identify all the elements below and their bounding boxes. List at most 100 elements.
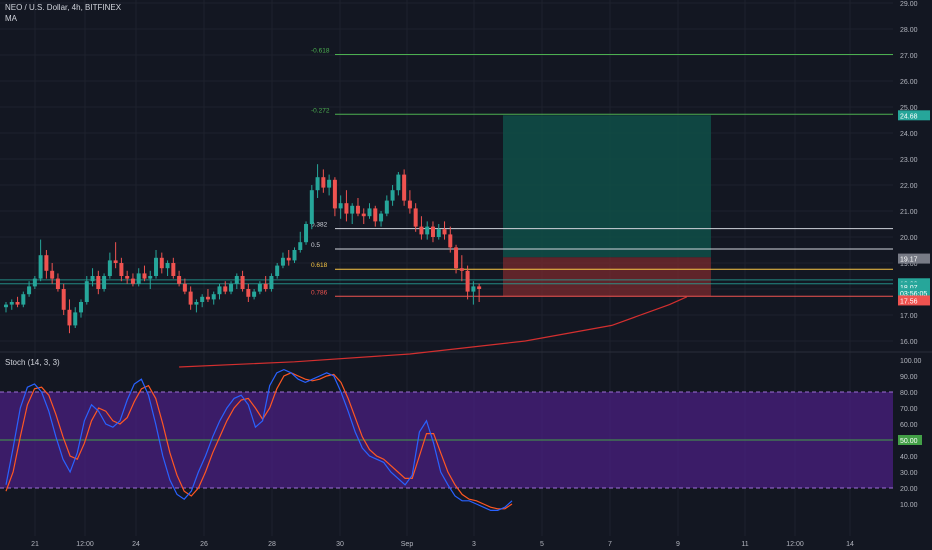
time-tick-label: 11 <box>741 541 748 548</box>
candle-body <box>361 213 366 217</box>
candle-body <box>459 268 464 271</box>
candle-body <box>454 247 459 269</box>
price-tick-label: 21.00 <box>900 209 918 216</box>
stop-zone[interactable] <box>503 257 711 297</box>
stoch-d-line <box>5 372 513 510</box>
stochastic-pane[interactable] <box>0 368 893 511</box>
candle-body <box>142 273 147 279</box>
fib-level-label: 0.5 <box>311 242 320 249</box>
candle-body <box>332 179 337 209</box>
candle-body <box>4 304 8 308</box>
stoch-tick-label: 100.00 <box>900 358 922 365</box>
candle-body <box>84 281 89 302</box>
price-tag-box <box>898 288 930 299</box>
candle-body <box>125 276 130 279</box>
candle-body <box>430 226 435 237</box>
candle-body <box>205 296 210 300</box>
candle-body <box>390 190 395 201</box>
candle-body <box>182 283 187 292</box>
candle-body <box>177 276 182 284</box>
time-tick-label: Sep <box>401 541 414 548</box>
candle-body <box>200 296 205 302</box>
candle-body <box>50 270 55 279</box>
ma-indicator-label[interactable]: MA <box>5 14 17 23</box>
price-tick-label: 16.00 <box>900 339 918 346</box>
candle-body <box>119 263 124 276</box>
candle-body <box>148 276 153 279</box>
candle-body <box>327 179 332 188</box>
candle-body <box>263 283 268 289</box>
time-axis[interactable]: 21 12:00 24 26 28 30 Sep 3 5 7 9 11 12:00 14 <box>31 541 854 548</box>
time-tick-label: 12:00 <box>76 541 94 548</box>
price-tick-label: 23.00 <box>900 157 918 164</box>
candle-body <box>217 286 222 295</box>
candle-body <box>223 286 228 292</box>
time-tick-label: 26 <box>200 541 208 548</box>
stoch-tick-label: 70.00 <box>900 406 918 413</box>
stoch-tick-label: 10.00 <box>900 502 918 509</box>
stoch-axis[interactable]: 100.00 90.00 80.00 70.00 60.00 50.00 40.00 30.0… <box>898 358 922 509</box>
candle-body <box>257 283 262 292</box>
candle-body <box>252 291 257 297</box>
candle-body <box>338 203 343 209</box>
candle-body <box>96 276 101 289</box>
candle-body <box>280 257 285 266</box>
candle-body <box>350 205 355 214</box>
price-tag-label: 17.56 <box>900 298 918 305</box>
candle-body <box>275 265 280 276</box>
candle-body <box>436 229 441 237</box>
candle-body <box>465 270 470 292</box>
time-tick-label: 5 <box>540 541 544 548</box>
candle-body <box>194 302 199 305</box>
price-tag-box <box>898 253 930 264</box>
price-tag-box <box>898 282 930 293</box>
position-zones[interactable] <box>503 115 711 297</box>
price-tag-label: 19.17 <box>900 257 918 264</box>
fib-level-label: 0.786 <box>311 289 328 296</box>
candle-body <box>136 273 141 284</box>
candle-body <box>15 302 20 305</box>
price-tag-box <box>898 295 930 306</box>
candle-body <box>298 242 303 250</box>
candle-body <box>321 177 326 188</box>
target-zone[interactable] <box>503 115 711 258</box>
symbol-title[interactable]: NEO / U.S. Dollar, 4h, BITFINEX <box>5 3 122 12</box>
candle-body <box>246 289 251 297</box>
candle-body <box>402 174 407 201</box>
time-tick-label: 21 <box>31 541 39 548</box>
candle-body <box>159 257 164 269</box>
moving-average <box>179 296 688 368</box>
candle-body <box>61 289 66 310</box>
candle-body <box>188 291 193 305</box>
candle-body <box>419 226 424 235</box>
time-tick-label: 9 <box>676 541 680 548</box>
stoch-tick-label: 90.00 <box>900 374 918 381</box>
price-tick-label: 22.00 <box>900 183 918 190</box>
stoch-indicator-label[interactable]: Stoch (14, 3, 3) <box>5 358 60 367</box>
time-tick-label: 14 <box>846 541 854 548</box>
price-tag-label: 24.68 <box>900 113 918 120</box>
fib-level-label: 0.382 <box>311 222 328 229</box>
candle-body <box>107 260 112 276</box>
candle-body <box>413 208 418 227</box>
price-tick-label: 27.00 <box>900 53 918 60</box>
candle-body <box>9 302 14 305</box>
candle-body <box>477 286 482 289</box>
stoch-tick-label: 40.00 <box>900 454 918 461</box>
price-tick-label: 29.00 <box>900 1 918 8</box>
candle-body <box>344 203 349 214</box>
candle-body <box>425 226 430 235</box>
candle-body <box>55 278 60 289</box>
support-lines[interactable] <box>0 279 893 285</box>
candle-body <box>229 283 234 292</box>
candle-body <box>165 263 170 269</box>
stoch-k-line <box>5 368 513 511</box>
stoch-50-tag <box>898 435 922 445</box>
candle-body <box>154 257 159 276</box>
stoch-tick-label: 80.00 <box>900 390 918 397</box>
candle-body <box>44 255 49 271</box>
price-tag-box <box>898 110 930 121</box>
candle-body <box>292 250 297 261</box>
price-tick-label: 24.00 <box>900 131 918 138</box>
